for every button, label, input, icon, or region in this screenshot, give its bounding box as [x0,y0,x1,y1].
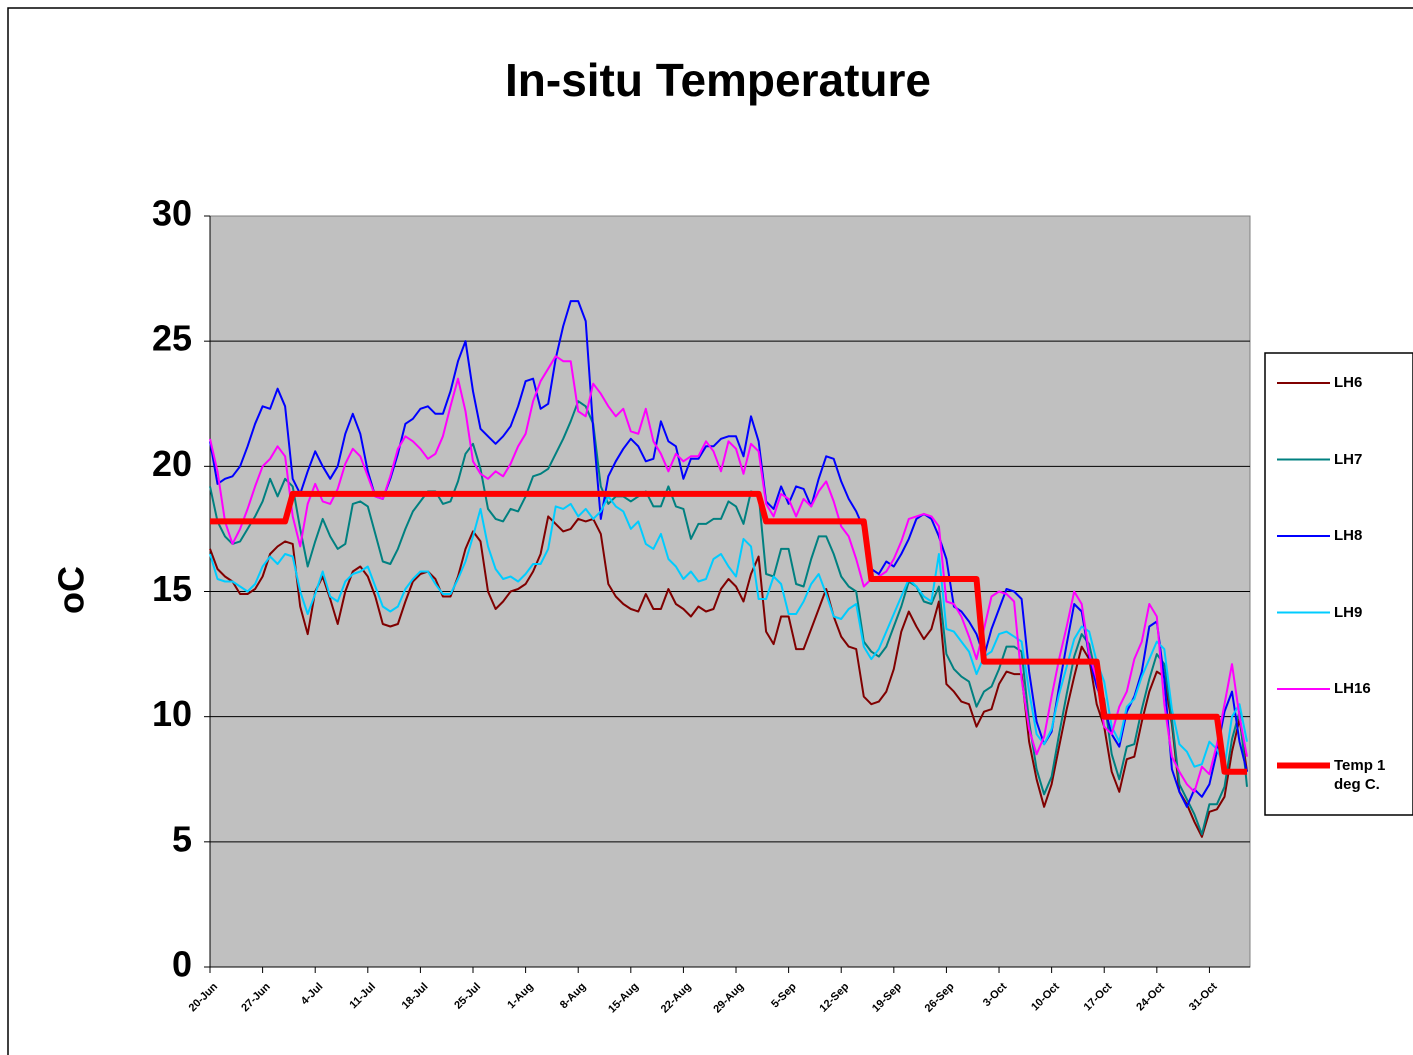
y-tick-label: 15 [152,568,192,609]
x-tick-label: 12-Sep [817,980,851,1014]
x-tick-label: 25-Jul [452,981,483,1012]
series-line [209,355,1248,793]
x-tick-label: 19-Sep [870,980,904,1014]
x-tick-label: 15-Aug [606,981,641,1016]
legend-label: LH9 [1334,603,1363,621]
legend-label: LH6 [1334,374,1363,391]
chart-title: In-situ Temperature [505,54,931,106]
x-tick-label: 22-Aug [659,981,694,1016]
x-tick-label: 3-Oct [981,980,1010,1009]
y-tick-label: 30 [152,193,192,234]
series-line [210,490,1247,775]
x-tick-label: 29-Aug [711,981,746,1016]
series-line [209,515,1248,838]
y-tick-label: 25 [152,318,192,359]
x-tick-label: 8-Aug [558,981,589,1012]
x-tick-label: 10-Oct [1029,980,1062,1013]
legend-label: LH7 [1334,450,1363,468]
x-tick-label: 11-Jul [347,981,378,1012]
y-tick-label: 0 [172,944,192,985]
legend-label: Temp 1 deg C. [1334,756,1386,793]
y-tick-label: 20 [152,443,192,484]
y-tick-label: 10 [152,693,192,734]
x-tick-label: 5-Sep [769,981,799,1011]
series-line [209,400,1248,836]
x-tick-label: 17-Oct [1082,980,1115,1013]
legend-label: LH8 [1334,527,1363,544]
x-tick-label: 26-Sep [923,980,957,1014]
x-tick-label: 18-Jul [400,981,431,1012]
y-tick-label: 5 [172,818,192,859]
series-line [209,495,1248,768]
x-tick-label: 24-Oct [1134,980,1167,1013]
x-tick-label: 31-Oct [1187,980,1220,1013]
chart-frame [7,7,1413,1055]
x-tick-label: 1-Aug [505,981,536,1012]
x-tick-label: 20-Jun [187,981,221,1015]
y-axis-label: oC [51,566,92,614]
legend-box [1264,352,1413,816]
legend-label: LH16 [1334,680,1371,697]
x-tick-label: 4-Jul [299,981,326,1008]
x-tick-label: 27-Jun [239,981,273,1015]
